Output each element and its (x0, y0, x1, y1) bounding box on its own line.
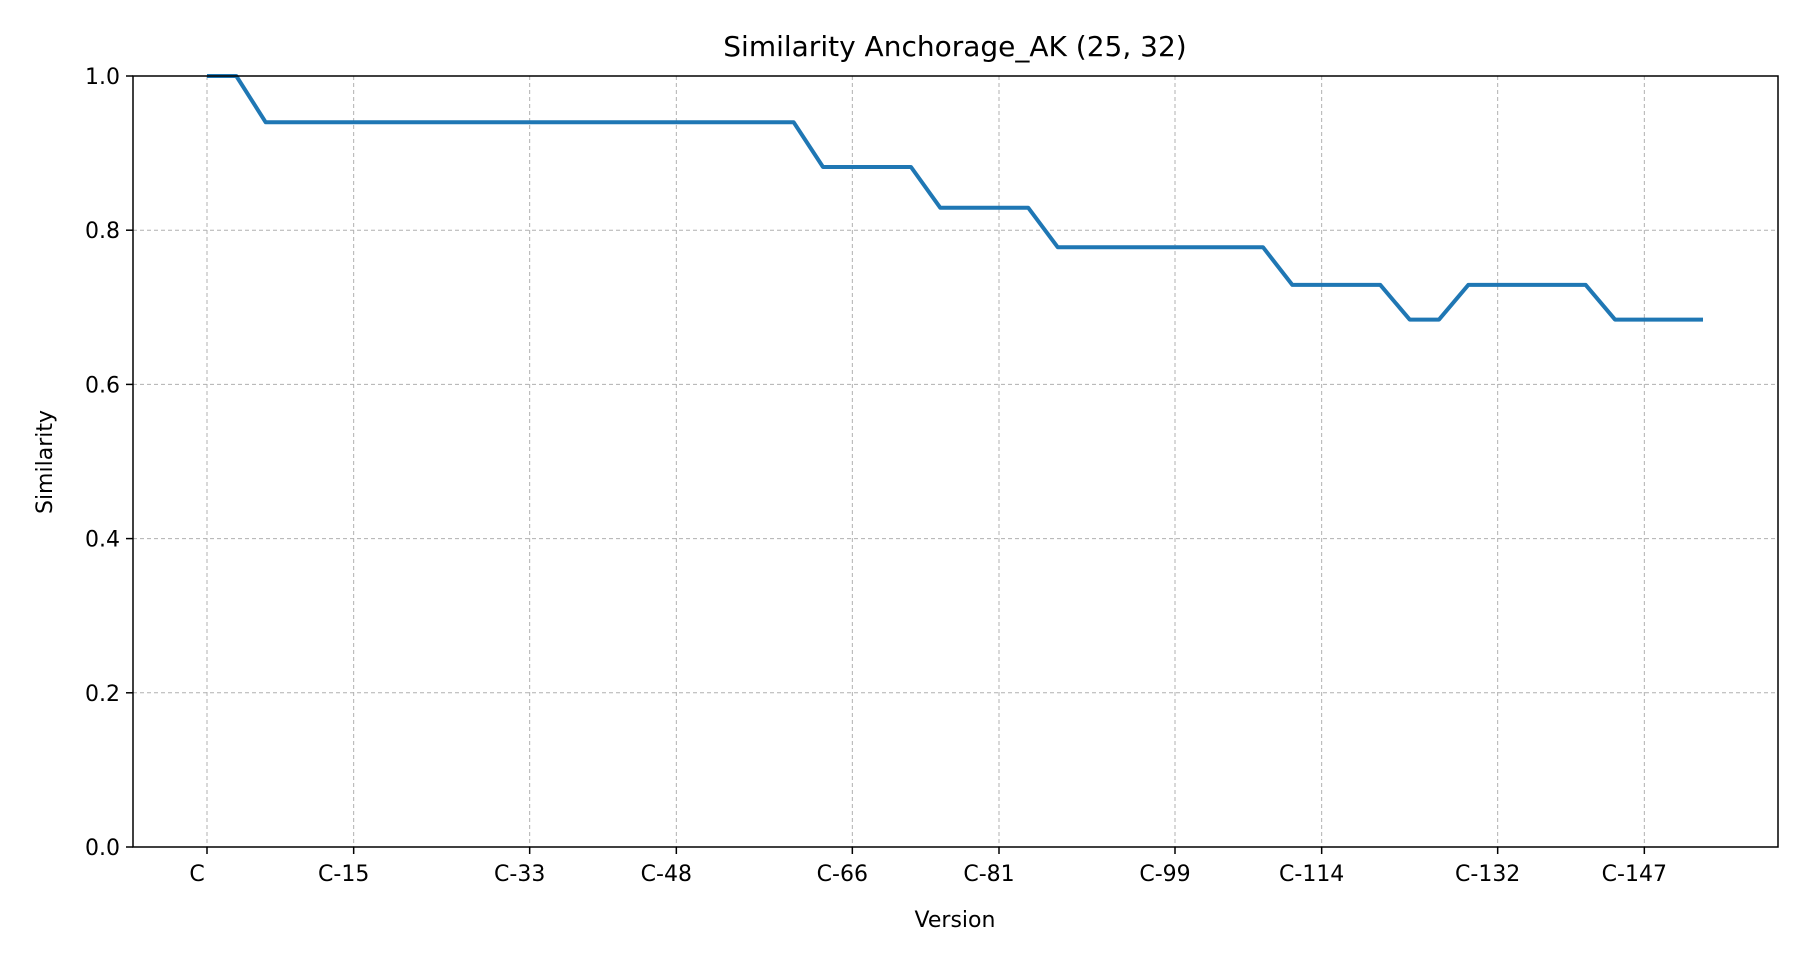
y-tick-label: 0.6 (85, 373, 120, 398)
x-tick-label: C-147 (1602, 862, 1667, 887)
series-lines (207, 74, 1703, 322)
y-tick-label: 1.0 (85, 65, 120, 90)
x-tick-label: C-132 (1455, 862, 1520, 887)
y-tick-label: 0.0 (85, 836, 120, 861)
x-tick-label: C-48 (641, 862, 692, 887)
series-line-0 (207, 74, 1703, 322)
y-tick-label: 0.2 (85, 682, 120, 707)
x-tick-label: C-99 (1139, 862, 1190, 887)
x-tick-label: C (189, 862, 204, 887)
y-tick-label: 0.4 (85, 528, 120, 553)
y-axis: 0.0 0.2 0.4 0.6 0.8 1.0 (85, 65, 133, 861)
x-tick-label: C-81 (963, 862, 1014, 887)
chart-title: Similarity Anchorage_AK (25, 32) (723, 30, 1186, 63)
x-tick-label: C-33 (494, 862, 545, 887)
x-tick-label: C-15 (318, 862, 369, 887)
y-tick-label: 0.8 (85, 219, 120, 244)
x-axis: C C-15 C-33 C-48 C-66 C-81 C-99 C-114 C-132 C-147 (189, 847, 1667, 887)
plot-frame (132, 75, 1779, 848)
x-tick-label: C-114 (1279, 862, 1344, 887)
y-axis-label: Similarity (33, 410, 58, 514)
x-axis-label: Version (915, 908, 996, 933)
x-tick-label: C-66 (817, 862, 868, 887)
grid-lines (133, 75, 1778, 848)
